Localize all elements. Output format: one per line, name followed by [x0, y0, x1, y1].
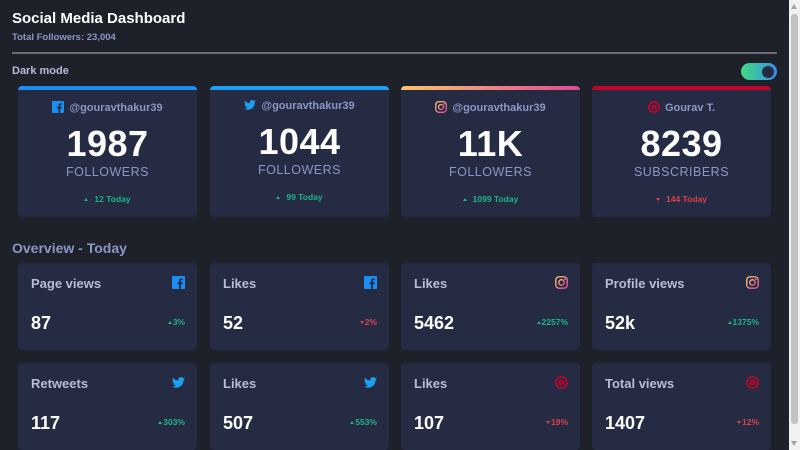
trend-up-icon: [727, 321, 732, 324]
overview-change: 19%: [545, 417, 568, 427]
overview-card-retweets[interactable]: Retweets 117 303%: [18, 363, 197, 450]
today-change: 12 Today: [18, 194, 197, 204]
dark-mode-label: Dark mode: [12, 65, 69, 77]
instagram-icon: [435, 101, 448, 116]
card-handle: Gourav T.: [592, 101, 771, 116]
youtube-icon: [647, 101, 660, 116]
card-accent-stripe: [401, 86, 580, 90]
trend-down-icon: [545, 421, 550, 424]
overview-label: Likes: [414, 376, 448, 391]
overview-change: 2%: [359, 317, 377, 327]
card-handle: @gouravthakur39: [210, 99, 389, 114]
header-divider: [12, 52, 777, 54]
overview-value: 117: [31, 413, 61, 433]
overview-label: Retweets: [31, 376, 89, 391]
today-change: 144 Today: [592, 194, 771, 204]
trend-down-icon: [359, 321, 364, 324]
overview-change: 553%: [350, 417, 377, 427]
dark-mode-toggle[interactable]: [741, 63, 777, 80]
follower-card-youtube[interactable]: Gourav T. 8239 SUBSCRIBERS 144 Today: [592, 86, 771, 217]
follower-card-twitter[interactable]: @gouravthakur39 1044 FOLLOWERS 99 Today: [210, 86, 389, 217]
follower-label: SUBSCRIBERS: [633, 165, 730, 179]
follower-card-facebook[interactable]: @gouravthakur39 1987 FOLLOWERS 12 Today: [18, 86, 197, 217]
follower-count: 1044: [258, 121, 341, 162]
follower-count: 11K: [457, 123, 524, 164]
overview-label: Likes: [414, 276, 448, 291]
today-change: 99 Today: [210, 192, 389, 202]
overview-card-profile-views[interactable]: Profile views 52k 1375%: [592, 263, 771, 350]
overview-value: 52: [223, 313, 244, 333]
overview-title: Overview - Today: [12, 240, 127, 256]
overview-value: 1407: [605, 413, 646, 433]
follower-label: FOLLOWERS: [66, 165, 149, 179]
card-handle: @gouravthakur39: [401, 101, 580, 116]
card-accent-stripe: [18, 86, 197, 90]
instagram-icon: [555, 276, 568, 289]
follower-card-instagram[interactable]: @gouravthakur39 11K FOLLOWERS 1099 Today: [401, 86, 580, 217]
trend-up-icon: [84, 198, 89, 201]
overview-card-twitter-likes[interactable]: Likes 507 553%: [210, 363, 389, 450]
trend-down-icon: [656, 198, 661, 201]
vertical-scrollbar[interactable]: [789, 0, 800, 450]
overview-label: Page views: [31, 276, 102, 291]
trend-up-icon: [462, 198, 467, 201]
toggle-knob: [762, 65, 774, 78]
trend-down-icon: [736, 421, 741, 424]
instagram-icon: [746, 276, 759, 289]
scroll-down-arrow-icon[interactable]: [791, 441, 797, 446]
overview-value: 87: [31, 313, 52, 333]
trend-up-icon: [167, 321, 172, 324]
twitter-icon: [364, 376, 377, 389]
follower-label: FOLLOWERS: [258, 163, 341, 177]
youtube-icon: [555, 376, 568, 389]
overview-change: 2257%: [536, 317, 568, 327]
overview-label: Likes: [223, 276, 257, 291]
page-title: Social Media Dashboard: [12, 10, 186, 27]
trend-up-icon: [276, 196, 281, 199]
overview-card-instagram-likes[interactable]: Likes 5462 2257%: [401, 263, 580, 350]
overview-card-total-views[interactable]: Total views 1407 12%: [592, 363, 771, 450]
overview-label: Total views: [605, 376, 675, 391]
facebook-icon: [172, 276, 185, 289]
trend-up-icon: [350, 421, 355, 424]
follower-count: 1987: [66, 123, 149, 164]
facebook-icon: [364, 276, 377, 289]
overview-value: 5462: [414, 313, 455, 333]
total-followers: Total Followers: 23,004: [12, 32, 116, 43]
youtube-icon: [746, 376, 759, 389]
twitter-icon: [172, 376, 185, 389]
scroll-thumb[interactable]: [791, 14, 798, 424]
overview-card-page-views[interactable]: Page views 87 3%: [18, 263, 197, 350]
card-accent-stripe: [210, 86, 389, 90]
trend-up-icon: [158, 421, 163, 424]
overview-value: 52k: [605, 313, 636, 333]
follower-count: 8239: [640, 123, 723, 164]
trend-up-icon: [536, 321, 541, 324]
scroll-up-arrow-icon[interactable]: [791, 4, 797, 9]
twitter-icon: [244, 99, 257, 114]
overview-label: Profile views: [605, 276, 685, 291]
overview-change: 12%: [736, 417, 759, 427]
facebook-icon: [52, 101, 65, 116]
overview-value: 507: [223, 413, 254, 433]
overview-card-facebook-likes[interactable]: Likes 52 2%: [210, 263, 389, 350]
overview-change: 3%: [167, 317, 185, 327]
follower-label: FOLLOWERS: [449, 165, 532, 179]
card-accent-stripe: [592, 86, 771, 90]
overview-change: 303%: [158, 417, 185, 427]
overview-label: Likes: [223, 376, 257, 391]
overview-value: 107: [414, 413, 445, 433]
card-handle: @gouravthakur39: [18, 101, 197, 116]
today-change: 1099 Today: [401, 194, 580, 204]
overview-card-youtube-likes[interactable]: Likes 107 19%: [401, 363, 580, 450]
overview-change: 1375%: [727, 317, 759, 327]
